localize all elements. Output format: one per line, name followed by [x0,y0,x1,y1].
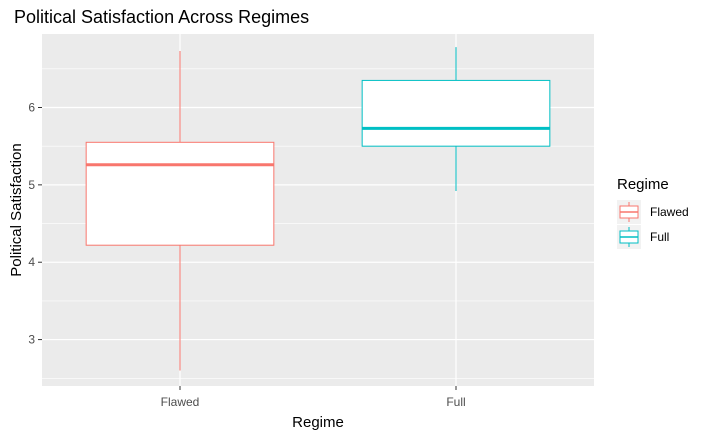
box-iqr [361,79,551,147]
y-axis-ticks: 3 4 5 6 [28,100,42,347]
y-tick-label: 3 [28,333,35,347]
x-axis-ticks: Flawed Full [161,386,466,409]
y-tick-label: 5 [28,178,35,192]
x-axis-title: Regime [292,414,344,431]
boxes [85,47,551,371]
x-tick-label: Flawed [161,395,200,409]
y-axis-title: Political Satisfaction [8,143,25,276]
y-tick-label: 6 [28,100,35,114]
y-tick-label: 4 [28,255,35,269]
box-flawed [85,51,275,371]
chart-title: Political Satisfaction Across Regimes [14,7,309,27]
box-iqr [85,141,275,246]
legend-label: Flawed [650,205,689,219]
x-tick-label: Full [446,395,465,409]
legend-title: Regime [617,176,669,193]
legend-label: Full [650,230,669,244]
legend: Regime Flawed Full [617,176,689,249]
box-full [361,47,551,192]
legend-item-full: Full [617,225,669,249]
legend-item-flawed: Flawed [617,200,689,224]
